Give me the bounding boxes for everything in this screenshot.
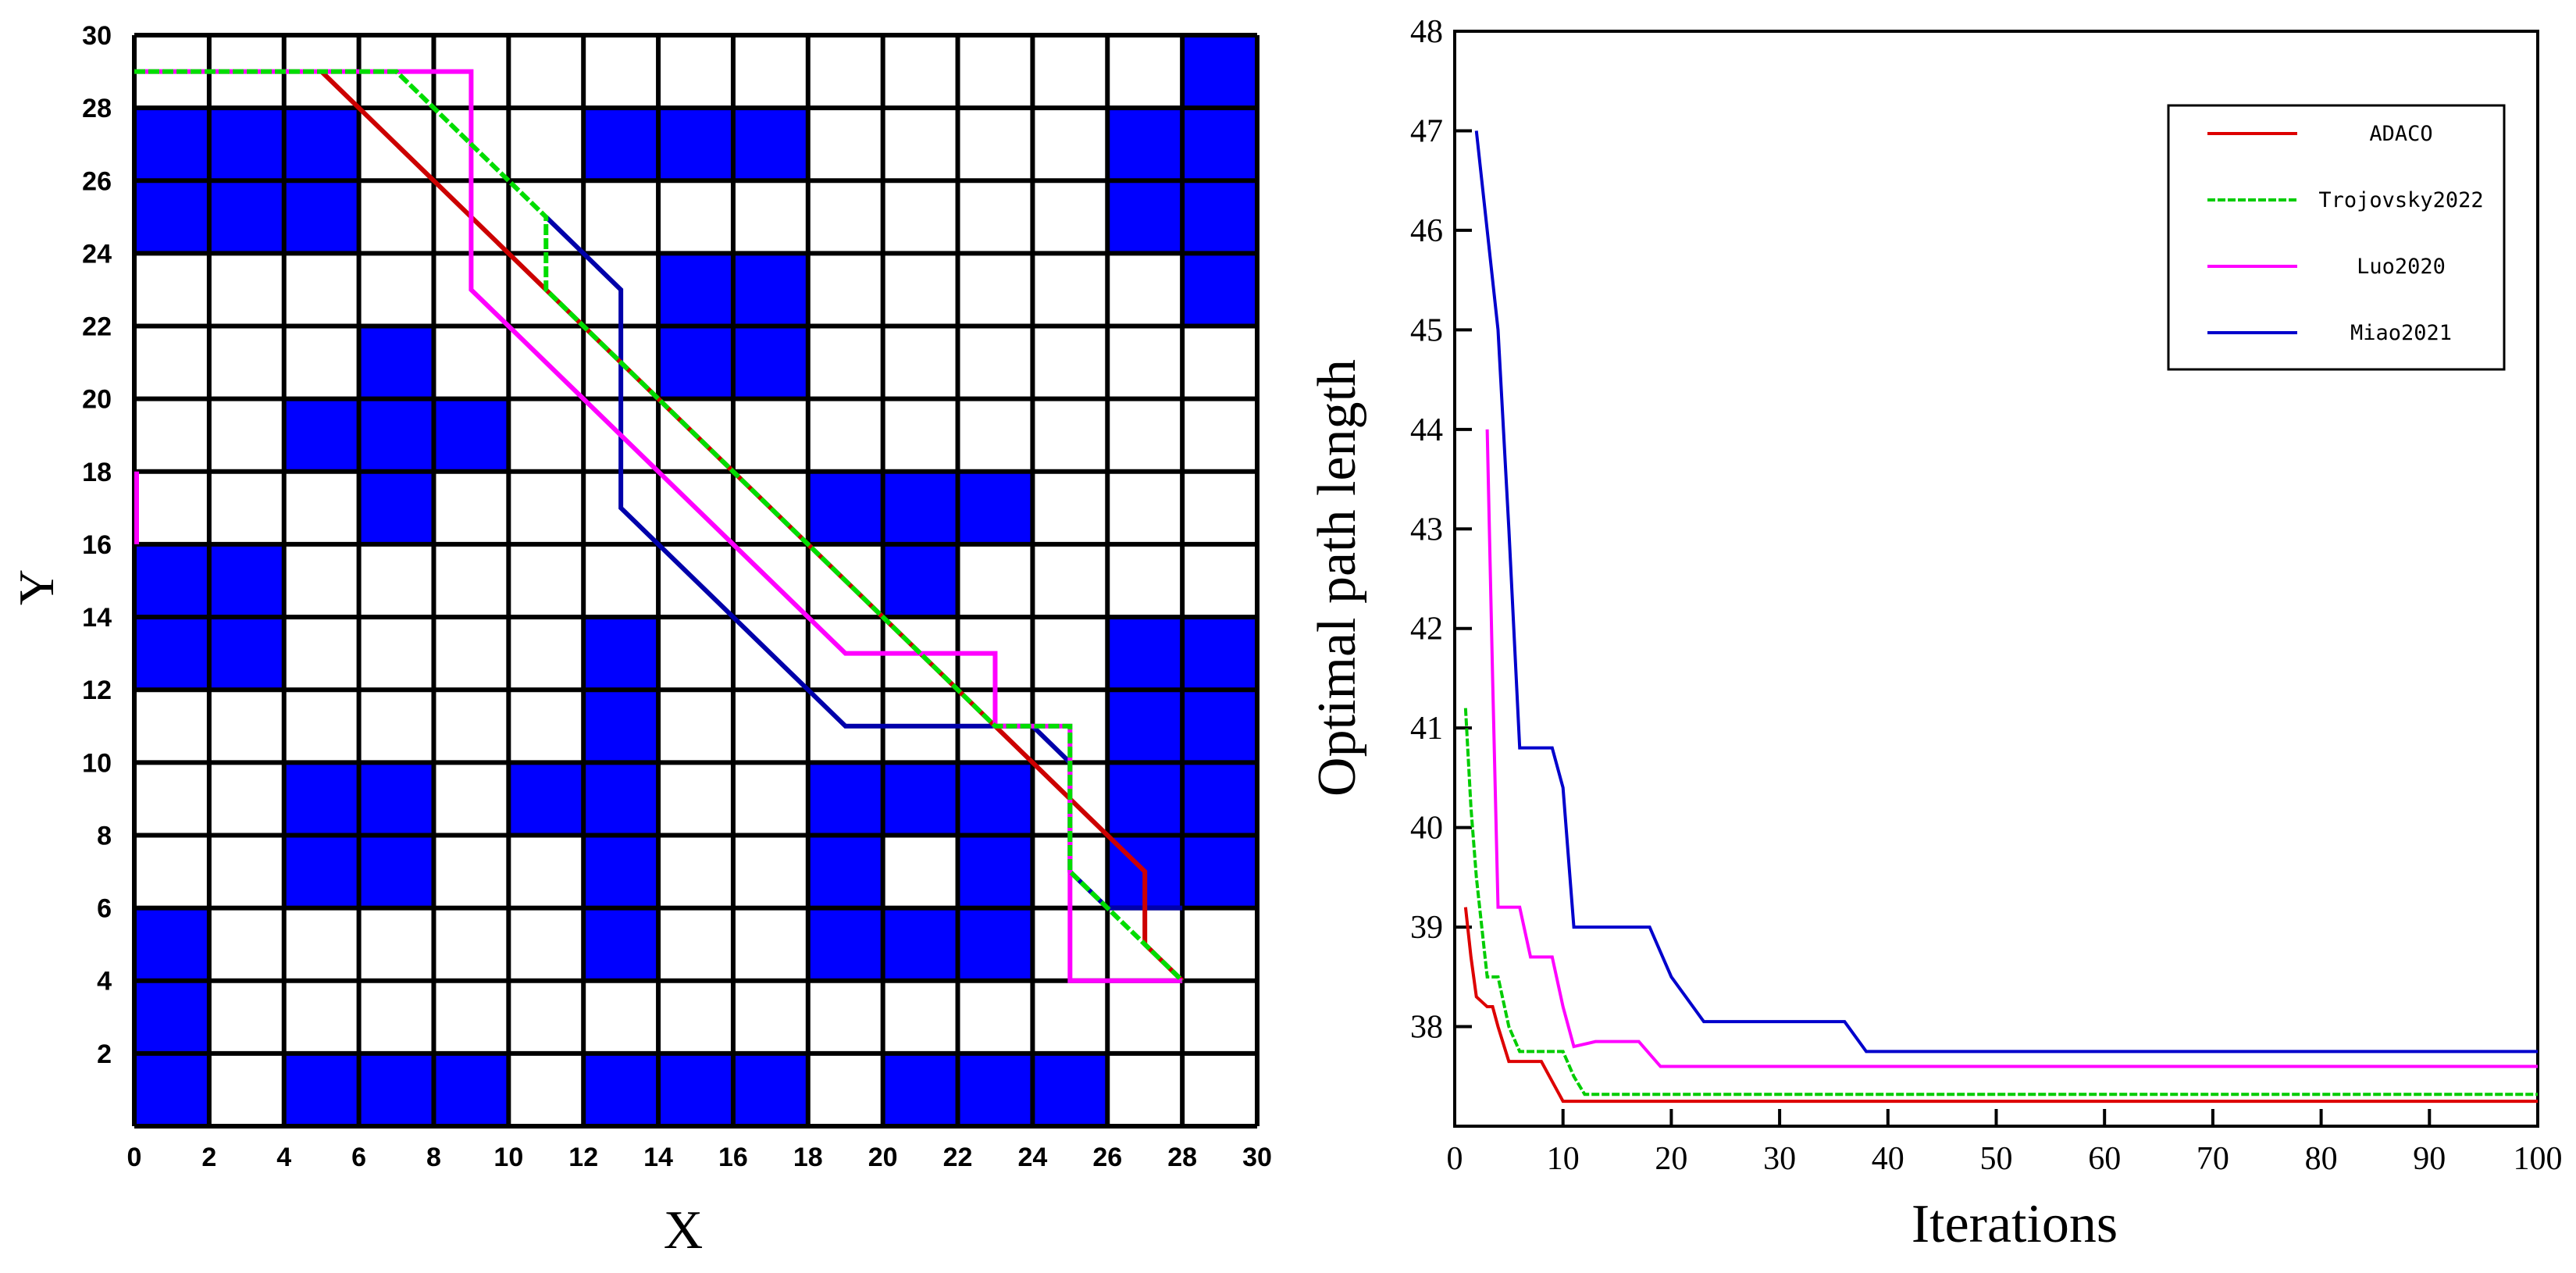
y-tick-label: 45 bbox=[1410, 312, 1443, 348]
x-tick-label: 6 bbox=[351, 1143, 366, 1172]
x-tick-label: 2 bbox=[201, 1143, 216, 1172]
x-tick-label: 0 bbox=[127, 1143, 142, 1172]
y-tick-label: 47 bbox=[1410, 113, 1443, 149]
y-tick-label: 4 bbox=[97, 967, 112, 997]
x-tick-label: 90 bbox=[2413, 1141, 2446, 1177]
path-trojovsky2022 bbox=[134, 69, 1185, 982]
legend-box bbox=[2167, 104, 2506, 371]
y-tick-label: 48 bbox=[1410, 14, 1443, 50]
y-tick-label: 39 bbox=[1410, 910, 1443, 946]
y-tick-label: 28 bbox=[82, 94, 112, 123]
x-tick-label: 30 bbox=[1763, 1141, 1796, 1177]
free-cell bbox=[882, 835, 958, 908]
convergence-chart-panel: 0 10 20 30 40 50 60 70 80 90 100 38 39 40 41 42 43 44 45 4… bbox=[1307, 14, 2563, 1254]
series-line-miao2021 bbox=[1474, 130, 2538, 1054]
x-tick-label: 10 bbox=[493, 1143, 523, 1172]
y-tick-marks bbox=[1455, 30, 1472, 1029]
x-tick-label: 22 bbox=[943, 1143, 973, 1172]
x-tick-label: 12 bbox=[568, 1143, 598, 1172]
y-axis-label: Y bbox=[9, 569, 64, 605]
x-tick-label: 100 bbox=[2514, 1141, 2563, 1177]
y-tick-label: 42 bbox=[1410, 612, 1443, 647]
obstacle-block bbox=[134, 908, 209, 1126]
x-axis-label: Iterations bbox=[1912, 1194, 2118, 1254]
obstacle-block bbox=[508, 762, 584, 836]
x-tick-label: 8 bbox=[426, 1143, 441, 1172]
y-tick-label: 30 bbox=[82, 21, 112, 51]
x-tick-label: 20 bbox=[868, 1143, 898, 1172]
x-tick-label: 10 bbox=[1547, 1141, 1580, 1177]
x-tick-label: 26 bbox=[1092, 1143, 1122, 1172]
y-tick-label: 14 bbox=[82, 603, 112, 633]
y-tick-label: 24 bbox=[82, 239, 112, 269]
obstacle-block bbox=[583, 1053, 808, 1126]
series-line-luo2020 bbox=[1485, 429, 2538, 1068]
legend-label-adaco: ADACO bbox=[2369, 122, 2432, 146]
y-tick-label: 18 bbox=[82, 458, 112, 487]
legend-label-luo2020: Luo2020 bbox=[2357, 255, 2446, 279]
obstacle-block bbox=[583, 617, 659, 981]
y-tick-label: 8 bbox=[97, 821, 112, 850]
legend: ADACO Trojovsky2022 Luo2020 Miao2021 bbox=[2167, 104, 2506, 371]
y-tick-label: 38 bbox=[1410, 1010, 1443, 1046]
y-tick-label: 26 bbox=[82, 166, 112, 196]
y-tick-label: 2 bbox=[97, 1039, 112, 1069]
legend-label-trojovsky2022: Trojovsky2022 bbox=[2318, 188, 2483, 212]
x-tick-labels: 0 2 4 6 8 10 12 14 16 18 20 22 24 26 28 30 bbox=[127, 1143, 1272, 1172]
y-tick-label: 10 bbox=[82, 748, 112, 778]
y-tick-label: 46 bbox=[1410, 213, 1443, 249]
y-tick-labels: 38 39 40 41 42 43 44 45 46 47 48 bbox=[1410, 14, 1443, 1046]
x-tick-label: 20 bbox=[1655, 1141, 1687, 1177]
path-adaco bbox=[319, 70, 1185, 982]
obstacle-block bbox=[583, 108, 808, 181]
y-tick-label: 44 bbox=[1410, 412, 1443, 448]
y-tick-label: 6 bbox=[97, 894, 112, 924]
x-tick-label: 50 bbox=[1980, 1141, 2013, 1177]
x-tick-label: 60 bbox=[2088, 1141, 2121, 1177]
x-tick-label: 18 bbox=[793, 1143, 823, 1172]
legend-label-miao2021: Miao2021 bbox=[2350, 321, 2452, 345]
y-tick-label: 16 bbox=[82, 530, 112, 560]
x-tick-label: 24 bbox=[1017, 1143, 1047, 1172]
x-tick-label: 28 bbox=[1167, 1143, 1197, 1172]
obstacle-block bbox=[283, 398, 509, 472]
x-tick-label: 30 bbox=[1242, 1143, 1272, 1172]
x-tick-marks bbox=[1453, 1109, 2539, 1126]
series-line-trojovsky2022 bbox=[1463, 708, 2538, 1096]
y-tick-label: 20 bbox=[82, 385, 112, 415]
x-tick-labels: 0 10 20 30 40 50 60 70 80 90 100 bbox=[1447, 1141, 2563, 1177]
y-axis-label: Optimal path length bbox=[1307, 359, 1367, 797]
x-tick-label: 40 bbox=[1872, 1141, 1904, 1177]
obstacle-block bbox=[807, 471, 1033, 544]
x-tick-label: 70 bbox=[2197, 1141, 2229, 1177]
y-tick-label: 43 bbox=[1410, 512, 1443, 547]
obstacle-block bbox=[283, 1053, 509, 1126]
y-tick-label: 22 bbox=[82, 312, 112, 342]
x-tick-label: 4 bbox=[276, 1143, 291, 1172]
y-tick-label: 12 bbox=[82, 676, 112, 705]
obstacle-block bbox=[882, 1053, 1108, 1126]
grid-map-panel: 0 2 4 6 8 10 12 14 16 18 20 22 24 26 28 30 246810121416… bbox=[9, 21, 1272, 1261]
x-tick-label: 80 bbox=[2305, 1141, 2338, 1177]
obstacle-block bbox=[882, 544, 958, 618]
x-axis-label: X bbox=[664, 1200, 704, 1261]
x-tick-label: 0 bbox=[1447, 1141, 1463, 1177]
y-tick-label: 40 bbox=[1410, 811, 1443, 847]
path-lines bbox=[134, 69, 1185, 983]
x-tick-label: 16 bbox=[718, 1143, 748, 1172]
x-tick-label: 14 bbox=[643, 1143, 673, 1172]
series-line-adaco bbox=[1463, 907, 2538, 1104]
series-lines bbox=[1463, 130, 2538, 1104]
grid-lines bbox=[132, 33, 1259, 1129]
y-tick-label: 41 bbox=[1410, 711, 1443, 747]
